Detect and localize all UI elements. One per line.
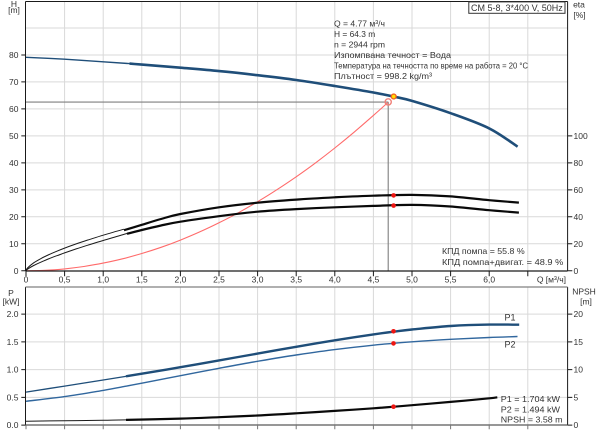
svg-text:[kW]: [kW] xyxy=(3,297,20,307)
svg-text:4,5: 4,5 xyxy=(367,274,379,284)
svg-text:10: 10 xyxy=(9,239,19,249)
svg-text:Изпомпвана течност = Вода: Изпомпвана течност = Вода xyxy=(334,50,451,60)
svg-text:H = 64.3 m: H = 64.3 m xyxy=(334,29,375,39)
svg-text:[m]: [m] xyxy=(580,297,592,307)
svg-text:15: 15 xyxy=(574,337,584,347)
svg-text:P: P xyxy=(8,288,14,298)
svg-text:0: 0 xyxy=(574,420,579,430)
svg-text:0,5: 0,5 xyxy=(59,274,71,284)
svg-text:КПД помпа+двигат. = 48.9 %: КПД помпа+двигат. = 48.9 % xyxy=(442,257,564,267)
svg-text:50: 50 xyxy=(9,131,19,141)
svg-text:30: 30 xyxy=(9,185,19,195)
svg-text:40: 40 xyxy=(9,158,19,168)
svg-text:20: 20 xyxy=(9,212,19,222)
svg-text:0.5: 0.5 xyxy=(7,392,19,402)
svg-text:n = 2944 rpm: n = 2944 rpm xyxy=(334,39,385,49)
svg-text:P1 = 1.704 kW: P1 = 1.704 kW xyxy=(501,394,561,404)
svg-text:P2: P2 xyxy=(504,339,515,349)
svg-text:3,0: 3,0 xyxy=(252,274,264,284)
svg-text:100: 100 xyxy=(574,131,588,141)
svg-text:2.0: 2.0 xyxy=(7,309,19,319)
svg-text:1,0: 1,0 xyxy=(97,274,109,284)
svg-text:[m]: [m] xyxy=(8,5,20,15)
svg-text:CM 5-8, 3*400 V, 50Hz: CM 5-8, 3*400 V, 50Hz xyxy=(471,3,563,13)
svg-text:20: 20 xyxy=(574,309,584,319)
svg-text:5,5: 5,5 xyxy=(445,274,457,284)
svg-text:20: 20 xyxy=(574,239,584,249)
svg-text:P2 = 1.494 kW: P2 = 1.494 kW xyxy=(501,405,561,415)
svg-text:eta: eta xyxy=(573,0,585,9)
svg-text:80: 80 xyxy=(9,50,19,60)
svg-text:NPSH = 3.58 m: NPSH = 3.58 m xyxy=(501,414,563,424)
svg-text:70: 70 xyxy=(9,77,19,87)
svg-text:Плътност = 998.2 kg/m³: Плътност = 998.2 kg/m³ xyxy=(334,71,432,81)
svg-text:60: 60 xyxy=(574,185,584,195)
svg-text:1.0: 1.0 xyxy=(7,365,19,375)
svg-text:5,0: 5,0 xyxy=(406,274,418,284)
svg-text:2,0: 2,0 xyxy=(174,274,186,284)
svg-text:Q = 4.77 м³/ч: Q = 4.77 м³/ч xyxy=(334,18,385,28)
svg-text:60: 60 xyxy=(9,104,19,114)
svg-text:0.0: 0.0 xyxy=(7,420,19,430)
svg-text:10: 10 xyxy=(574,365,584,375)
svg-text:40: 40 xyxy=(574,212,584,222)
svg-text:6,0: 6,0 xyxy=(483,274,495,284)
svg-text:0: 0 xyxy=(24,274,29,284)
svg-text:4,0: 4,0 xyxy=(329,274,341,284)
svg-text:P1: P1 xyxy=(504,313,515,323)
svg-text:3,5: 3,5 xyxy=(290,274,302,284)
svg-text:0: 0 xyxy=(574,266,579,276)
svg-text:1,5: 1,5 xyxy=(136,274,148,284)
svg-text:Q [м³/ч]: Q [м³/ч] xyxy=(537,274,566,284)
svg-text:КПД помпа = 55.8 %: КПД помпа = 55.8 % xyxy=(442,246,525,256)
svg-text:80: 80 xyxy=(574,158,584,168)
svg-text:Температура на течността по вр: Температура на течността по време на раб… xyxy=(334,60,528,70)
svg-text:[%]: [%] xyxy=(573,10,585,20)
svg-text:0: 0 xyxy=(14,266,19,276)
svg-text:5: 5 xyxy=(574,392,579,402)
svg-text:1.5: 1.5 xyxy=(7,337,19,347)
svg-text:H: H xyxy=(11,0,17,9)
svg-text:2,5: 2,5 xyxy=(213,274,225,284)
svg-text:NPSH: NPSH xyxy=(572,287,596,297)
